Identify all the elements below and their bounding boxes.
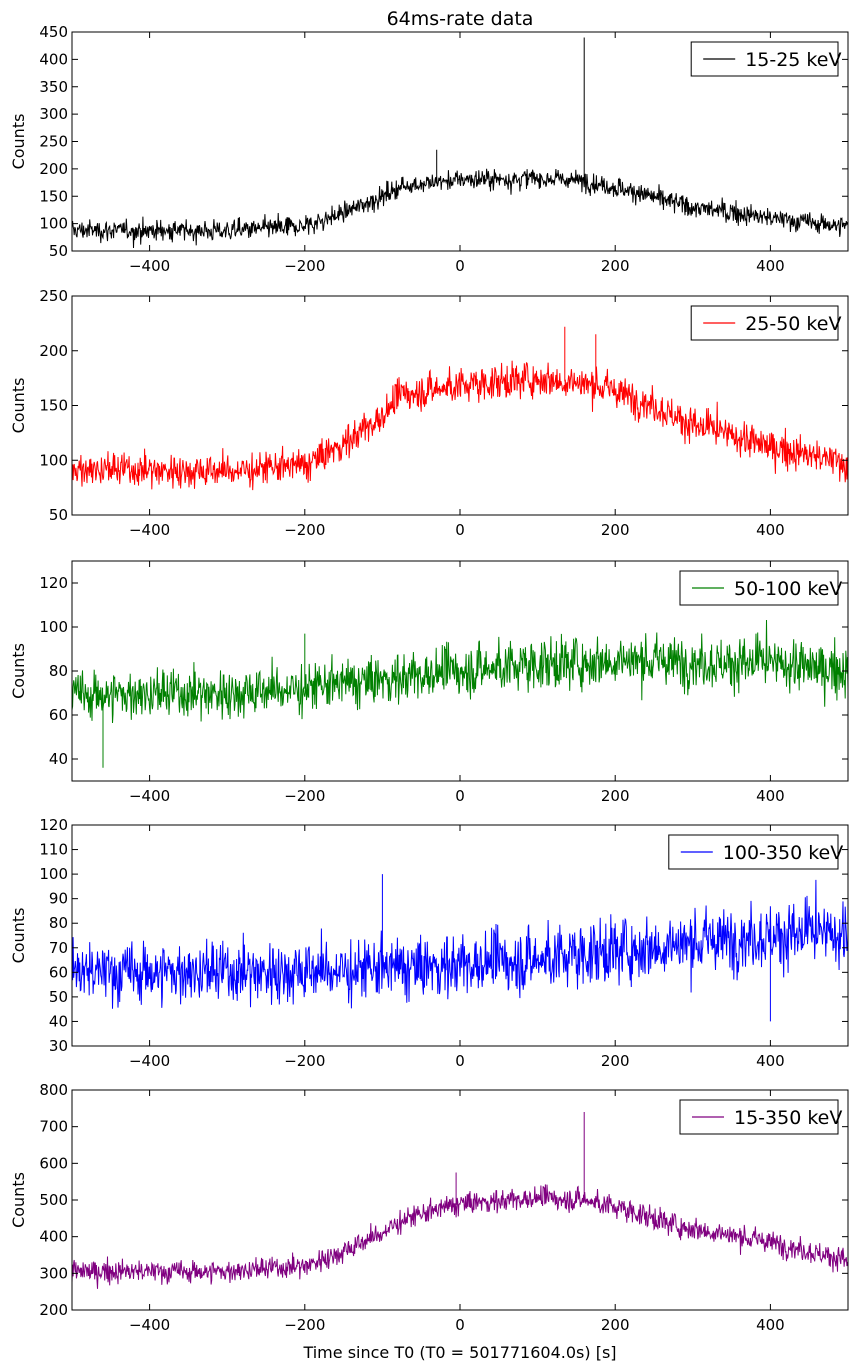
y-tick-label: 400	[39, 1228, 68, 1246]
x-tick-label: 400	[756, 1316, 785, 1334]
x-tick-label: −200	[284, 1052, 325, 1070]
series-line-2	[72, 326, 848, 491]
y-tick-label: 100	[39, 451, 68, 469]
x-tick-label: −400	[129, 257, 170, 275]
y-tick-label: 350	[39, 78, 68, 96]
series-line-3	[72, 619, 848, 768]
y-tick-label: 300	[39, 1264, 68, 1282]
panel-1: −400 −200 0 200 400 50 100 150 200 250 300 350 400 45…	[9, 23, 849, 275]
y-axis-label: Counts	[9, 908, 28, 964]
x-tick-label: −400	[129, 787, 170, 805]
x-tick-label: −400	[129, 1316, 170, 1334]
y-tick-label: 90	[49, 890, 68, 908]
y-tick-label: 110	[39, 841, 68, 859]
panel-2: −400 −200 0 200 400 50 100 150 200 250 Counts 25-50…	[9, 287, 849, 539]
x-tick-label: 0	[455, 257, 465, 275]
y-tick-label: 700	[39, 1118, 68, 1136]
x-tick-label: 400	[756, 1052, 785, 1070]
y-tick-label: 150	[39, 187, 68, 205]
y-tick-label: 100	[39, 618, 68, 636]
panel-3: −400 −200 0 200 400 40 60 80 100 120 Counts 50-100 …	[9, 560, 849, 805]
y-tick-label: 400	[39, 50, 68, 68]
x-tick-label: −200	[284, 1316, 325, 1334]
y-tick-label: 50	[49, 506, 68, 524]
y-tick-label: 30	[49, 1037, 68, 1055]
y-tick-label: 70	[49, 939, 68, 957]
y-tick-label: 50	[49, 242, 68, 260]
y-tick-label: 120	[39, 816, 68, 834]
legend-label: 15-350 keV	[734, 1107, 842, 1129]
legend-label: 100-350 keV	[723, 842, 843, 864]
legend-label: 50-100 keV	[734, 578, 842, 600]
series-line-4	[72, 874, 848, 1022]
chart-title: 64ms-rate data	[387, 8, 534, 30]
x-tick-label: 200	[601, 257, 630, 275]
x-tick-label: −400	[129, 521, 170, 539]
y-tick-label: 80	[49, 914, 68, 932]
x-tick-label: 0	[455, 1316, 465, 1334]
panel-5: −400 −200 0 200 400 200 300 400 500 600 700 800 Coun…	[9, 1081, 849, 1334]
y-tick-label: 150	[39, 397, 68, 415]
x-tick-label: 0	[455, 521, 465, 539]
y-tick-label: 250	[39, 287, 68, 305]
series-line-1	[72, 37, 848, 249]
y-axis-label: Counts	[9, 643, 28, 699]
x-tick-label: 200	[601, 787, 630, 805]
y-tick-label: 500	[39, 1191, 68, 1209]
x-tick-label: 0	[455, 787, 465, 805]
x-tick-label: −200	[284, 257, 325, 275]
y-axis-label: Counts	[9, 114, 28, 170]
x-tick-label: 400	[756, 257, 785, 275]
y-tick-label: 50	[49, 988, 68, 1006]
y-tick-label: 450	[39, 23, 68, 41]
y-tick-label: 600	[39, 1154, 68, 1172]
x-tick-label: 200	[601, 1052, 630, 1070]
legend-label: 25-50 keV	[745, 313, 841, 335]
y-tick-label: 60	[49, 963, 68, 981]
y-tick-label: 300	[39, 105, 68, 123]
x-tick-label: −200	[284, 787, 325, 805]
y-tick-label: 80	[49, 662, 68, 680]
y-tick-label: 800	[39, 1081, 68, 1099]
x-tick-label: 400	[756, 787, 785, 805]
y-tick-label: 60	[49, 706, 68, 724]
x-tick-label: 400	[756, 521, 785, 539]
y-tick-label: 40	[49, 1012, 68, 1030]
y-tick-label: 250	[39, 133, 68, 151]
y-tick-label: 200	[39, 160, 68, 178]
x-tick-label: 200	[601, 1316, 630, 1334]
y-tick-label: 200	[39, 1301, 68, 1319]
x-tick-label: −400	[129, 1052, 170, 1070]
y-axis-label: Counts	[9, 378, 28, 434]
legend-label: 15-25 keV	[745, 49, 841, 71]
y-tick-label: 40	[49, 750, 68, 768]
x-tick-label: 0	[455, 1052, 465, 1070]
panel-4: −400 −200 0 200 400 30 40 50 60 70 80 90 100 110 120 Co…	[9, 816, 849, 1070]
y-axis-label: Counts	[9, 1172, 28, 1228]
y-tick-label: 100	[39, 215, 68, 233]
y-tick-label: 120	[39, 574, 68, 592]
panels: −400 −200 0 200 4005010015020025030035040045…	[9, 23, 849, 1334]
x-axis-label: Time since T0 (T0 = 501771604.0s) [s]	[302, 1343, 616, 1362]
y-tick-label: 200	[39, 342, 68, 360]
x-tick-label: −200	[284, 521, 325, 539]
x-tick-label: 200	[601, 521, 630, 539]
series-line-5	[72, 1112, 848, 1289]
y-tick-label: 100	[39, 865, 68, 883]
